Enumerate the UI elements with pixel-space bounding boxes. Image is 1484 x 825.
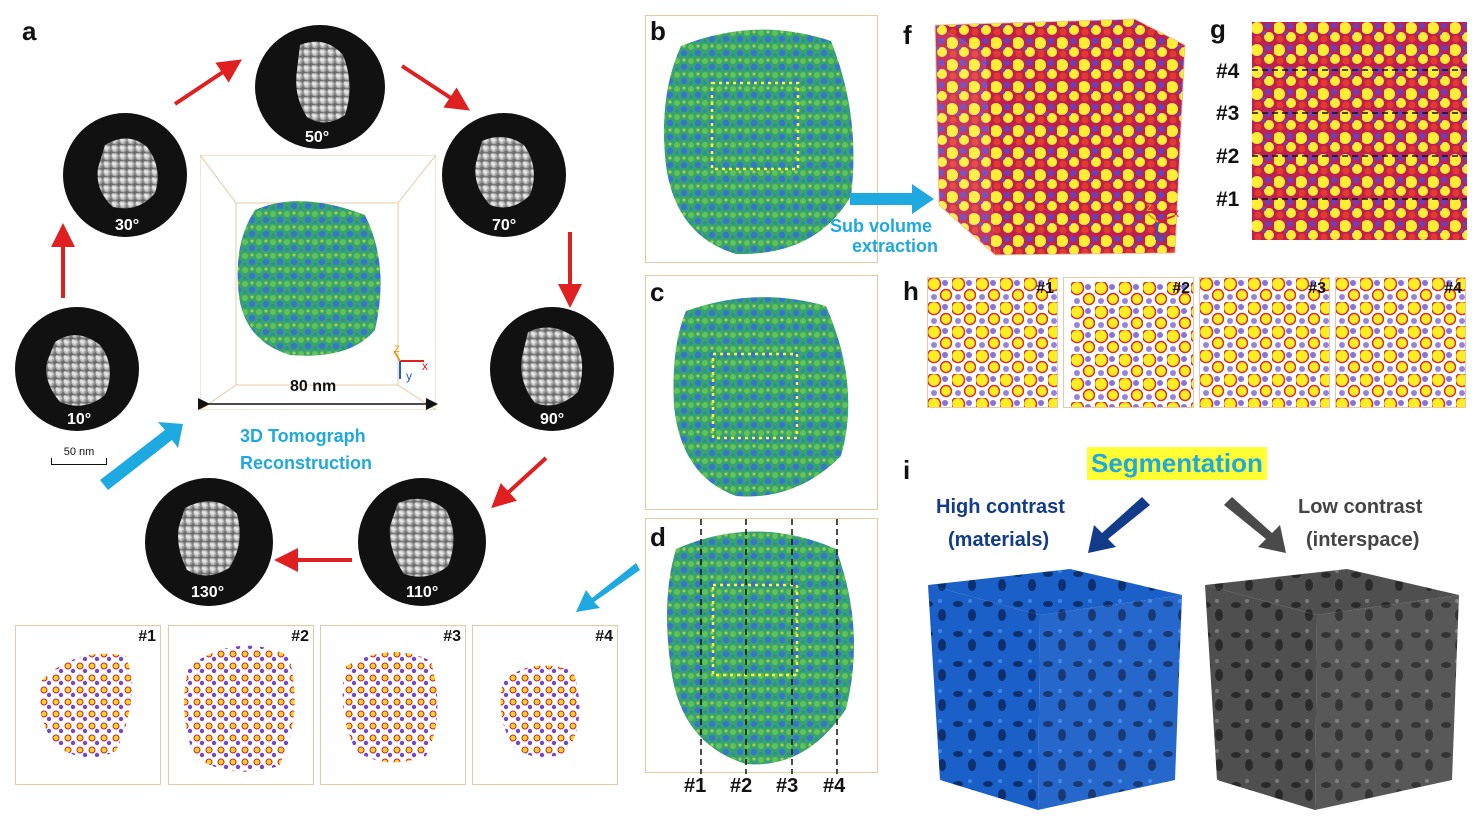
slice-e-3: #3 bbox=[320, 625, 466, 785]
subvolume-line1: Sub volume bbox=[830, 216, 933, 236]
tilt-image-10: 10° bbox=[15, 307, 139, 431]
tilt-image-70: 70° bbox=[442, 113, 566, 237]
panel-label-g: g bbox=[1210, 14, 1226, 44]
reconstruction-title-line2: Reconstruction bbox=[240, 453, 373, 473]
tilt-image-30: 30° bbox=[63, 113, 187, 237]
subvolume-axis-indicator: z x y bbox=[1140, 200, 1184, 246]
slice-e-4-label: #4 bbox=[595, 628, 613, 645]
slice-e-2: #2 bbox=[168, 625, 314, 785]
cut-label-2: #2 bbox=[730, 775, 753, 797]
interspace-cube bbox=[1205, 569, 1459, 810]
slice-h-2: #2 bbox=[1063, 277, 1200, 411]
slice-e-4: #4 bbox=[472, 625, 618, 785]
panel-label-f: f bbox=[903, 20, 912, 50]
cut-label-1: #1 bbox=[684, 775, 707, 797]
g-label-1: #1 bbox=[1216, 188, 1240, 211]
panel-label-a: a bbox=[22, 16, 37, 46]
cut-label-4: #4 bbox=[823, 775, 846, 797]
slice-h-4: #4 bbox=[1330, 264, 1480, 414]
high-contrast-line1: High contrast bbox=[936, 496, 1065, 518]
scale-bar: 50 nm bbox=[51, 446, 107, 465]
panel-label-c: c bbox=[650, 277, 665, 307]
tilt-image-90: 90° bbox=[490, 307, 614, 431]
slice-e-2-label: #2 bbox=[291, 628, 309, 645]
low-contrast-line1: Low contrast bbox=[1298, 496, 1423, 518]
subvolume-axis-y: y bbox=[1160, 228, 1166, 242]
slice-h-1: #1 bbox=[927, 277, 1058, 408]
tilt-image-110: 110° bbox=[358, 478, 486, 606]
arrow-to-high-contrast bbox=[1088, 497, 1150, 553]
high-contrast-line2: (materials) bbox=[948, 529, 1050, 551]
panel-label-d: d bbox=[650, 522, 666, 552]
slice-e-1-label: #1 bbox=[138, 628, 156, 645]
reconstruction-title-line1: 3D Tomograph bbox=[240, 426, 366, 446]
blue-arrow-reconstruction bbox=[100, 422, 183, 490]
panel-b-view bbox=[645, 15, 878, 263]
slice-h-1-label: #1 bbox=[1036, 280, 1054, 297]
cut-label-3: #3 bbox=[776, 775, 799, 797]
scale-bar-label: 50 nm bbox=[63, 446, 95, 458]
subvolume-cube bbox=[934, 18, 1186, 256]
subvolume-line2: extraction bbox=[852, 236, 939, 256]
slice-h-2-label: #2 bbox=[1172, 280, 1190, 297]
axis-x-label: x bbox=[422, 359, 428, 373]
segmentation-title: Segmentation bbox=[1087, 447, 1267, 480]
size-label: 80 nm bbox=[290, 378, 337, 395]
subvolume-arrow bbox=[850, 184, 934, 214]
slice-e-3-label: #3 bbox=[443, 628, 461, 645]
angle-label-130: 130° bbox=[191, 584, 225, 601]
tilt-series-arrows bbox=[51, 59, 640, 612]
size-arrow bbox=[198, 396, 438, 412]
panel-label-b: b bbox=[650, 16, 666, 46]
low-contrast-line2: (interspace) bbox=[1306, 529, 1420, 551]
panel-d-view bbox=[645, 518, 878, 774]
angle-label-110: 110° bbox=[406, 584, 439, 601]
panel-g-slice-map bbox=[1252, 22, 1467, 240]
axis-y-label: y bbox=[406, 369, 412, 383]
angle-label-50: 50° bbox=[305, 129, 330, 146]
tilt-image-130: 130° bbox=[145, 478, 273, 606]
angle-label-70: 70° bbox=[492, 217, 517, 234]
panel-label-i: i bbox=[903, 455, 911, 485]
subvolume-axis-z: z bbox=[1146, 200, 1152, 214]
arrow-30-to-50 bbox=[173, 59, 242, 106]
slice-h-4-label: #4 bbox=[1444, 280, 1462, 297]
slice-h-3-label: #3 bbox=[1308, 280, 1326, 297]
g-label-4: #4 bbox=[1216, 60, 1240, 83]
panel-c-view bbox=[645, 275, 878, 510]
slice-e-1: #1 bbox=[15, 625, 161, 785]
g-label-2: #2 bbox=[1216, 145, 1240, 168]
arrow-to-low-contrast bbox=[1224, 497, 1286, 553]
axis-indicator: z x y bbox=[390, 341, 430, 383]
materials-cube bbox=[928, 569, 1182, 810]
angle-label-10: 10° bbox=[67, 411, 92, 428]
blue-arrow-to-e bbox=[576, 563, 640, 612]
g-label-3: #3 bbox=[1216, 102, 1240, 125]
angle-label-30: 30° bbox=[115, 217, 140, 234]
angle-label-90: 90° bbox=[540, 411, 565, 428]
slice-h-3: #3 bbox=[1188, 268, 1338, 418]
axis-z-label: z bbox=[394, 341, 400, 355]
subvolume-axis-x: x bbox=[1173, 206, 1179, 220]
panel-label-h: h bbox=[903, 276, 919, 306]
arrow-90-to-110 bbox=[491, 456, 548, 509]
arrow-50-to-70 bbox=[400, 64, 471, 111]
reconstruction-box: z x y bbox=[199, 154, 437, 411]
tilt-image-50: 50° bbox=[255, 25, 385, 149]
